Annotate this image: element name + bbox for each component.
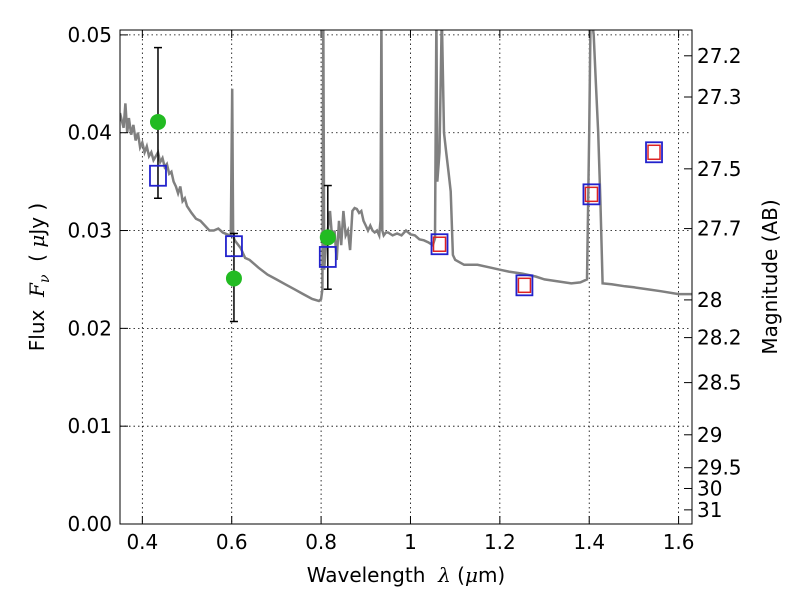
plot-frame xyxy=(119,29,693,525)
model-flux-square-inner xyxy=(584,186,599,203)
x-tick-label: 1.2 xyxy=(484,530,516,554)
x-axis-title: Wavelength λ (μm) xyxy=(307,563,506,587)
magnitude-tick-label: 27.2 xyxy=(697,44,742,68)
y-axis-title: Flux Fν ( μJy ) xyxy=(25,203,53,351)
observed-flux-point xyxy=(319,229,336,246)
model-photometry-squares xyxy=(149,141,663,297)
y2-axis-title: Magnitude (AB) xyxy=(758,199,782,354)
model-flux-square xyxy=(645,141,663,164)
model-flux-square xyxy=(225,235,243,258)
x-tick-label: 1.4 xyxy=(573,530,605,554)
x-tick-label: 0.8 xyxy=(305,530,337,554)
x-tick-label: 1.6 xyxy=(663,530,695,554)
model-flux-square-inner xyxy=(517,277,532,294)
magnitude-tick-label: 29.5 xyxy=(697,456,742,480)
model-flux-square-inner xyxy=(432,236,447,252)
x-tick-label: 1 xyxy=(404,530,417,554)
y-tick-label: 0.00 xyxy=(67,512,112,536)
magnitude-tick-label: 27.7 xyxy=(697,217,742,241)
observed-flux-point xyxy=(225,270,242,287)
model-flux-square xyxy=(149,164,167,187)
magnitude-tick-label: 28.2 xyxy=(697,326,742,350)
magnitude-tick-label: 31 xyxy=(697,498,722,522)
y-tick-label: 0.02 xyxy=(67,316,112,340)
magnitude-tick-label: 29 xyxy=(697,423,722,447)
observed-points xyxy=(149,113,336,287)
axis-ticks: 0.4 0.6 0.8 1 1.2 1.4 1.6 0.00 0.01 0.02 0.03 0.04 0… xyxy=(67,23,741,554)
observed-flux-point xyxy=(149,113,166,130)
model-flux-square xyxy=(318,246,337,268)
magnitude-tick-label: 30 xyxy=(697,476,722,500)
magnitude-tick-label: 28.5 xyxy=(697,371,742,395)
model-flux-square xyxy=(430,233,449,256)
y-tick-label: 0.04 xyxy=(67,121,112,145)
model-flux-square xyxy=(515,274,534,297)
y-tick-label: 0.01 xyxy=(67,414,112,438)
magnitude-tick-label: 27.3 xyxy=(697,85,742,109)
y-tick-label: 0.05 xyxy=(67,23,112,47)
model-spectrum-line xyxy=(120,30,692,303)
x-tick-label: 0.6 xyxy=(216,530,248,554)
x-tick-label: 0.4 xyxy=(126,530,158,554)
model-flux-square-inner xyxy=(647,144,661,161)
y-tick-label: 0.03 xyxy=(67,219,112,243)
magnitude-tick-label: 28 xyxy=(697,288,722,312)
error-bars xyxy=(153,46,332,323)
model-flux-square xyxy=(582,183,601,206)
data-layer xyxy=(120,30,692,323)
grid-lines xyxy=(120,30,692,525)
magnitude-tick-label: 27.5 xyxy=(697,157,742,181)
